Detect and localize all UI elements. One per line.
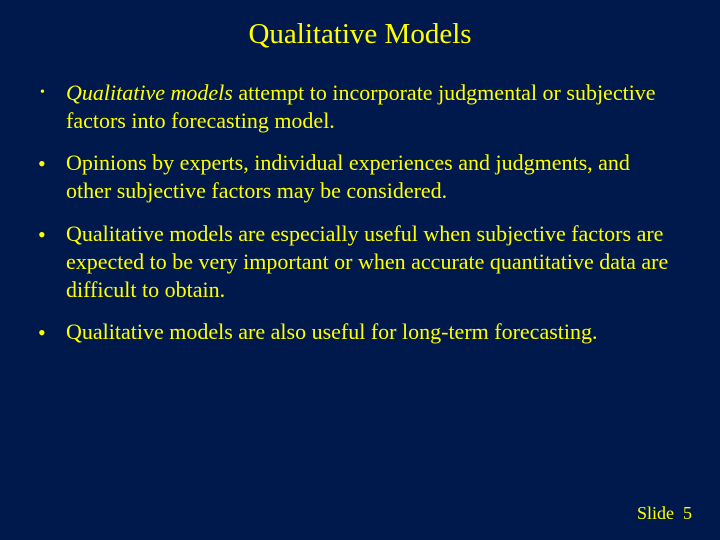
bullet-marker-icon: • xyxy=(38,220,66,249)
bullet-text: Qualitative models attempt to incorporat… xyxy=(66,79,676,135)
bullet-marker-icon: • xyxy=(38,318,66,347)
bullet-text: Opinions by experts, individual experien… xyxy=(66,149,676,205)
bullet-list: • Qualitative models attempt to incorpor… xyxy=(36,79,684,347)
list-item: • Qualitative models are also useful for… xyxy=(38,318,676,347)
slide-footer: Slide 5 xyxy=(637,503,692,524)
lead-italic: Qualitative models xyxy=(66,80,233,105)
footer-label: Slide xyxy=(637,503,674,523)
slide-title: Qualitative Models xyxy=(156,18,564,51)
list-item: • Qualitative models are especially usef… xyxy=(38,220,676,304)
footer-number: 5 xyxy=(683,503,692,523)
bullet-text: Qualitative models are also useful for l… xyxy=(66,318,598,346)
list-item: • Opinions by experts, individual experi… xyxy=(38,149,676,205)
list-item: • Qualitative models attempt to incorpor… xyxy=(38,79,676,135)
bullet-marker-icon: • xyxy=(38,79,66,102)
bullet-marker-icon: • xyxy=(38,149,66,178)
bullet-text: Qualitative models are especially useful… xyxy=(66,220,676,304)
slide: Qualitative Models • Qualitative models … xyxy=(0,0,720,540)
